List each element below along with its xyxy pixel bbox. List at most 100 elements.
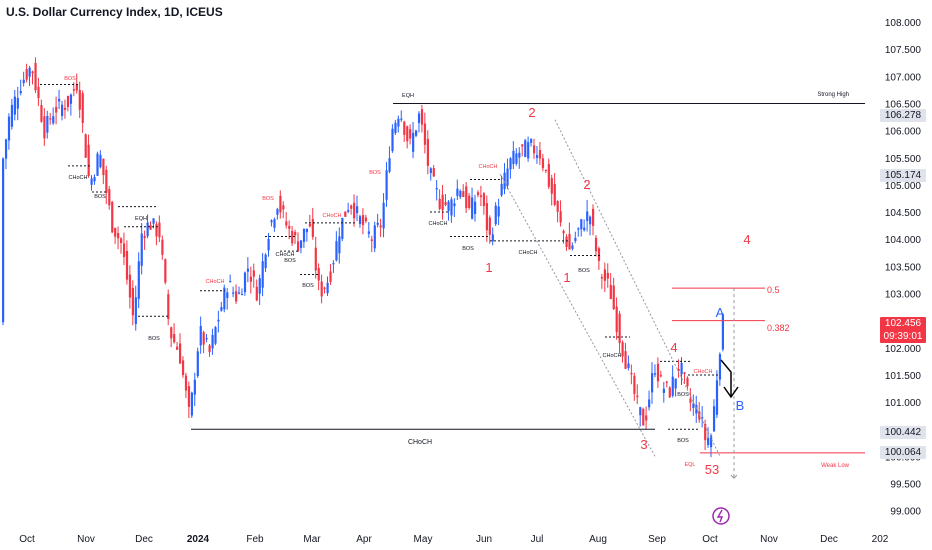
candle-body [22,79,25,84]
candle-body [600,277,604,279]
wave-label: 4 [670,340,677,355]
candle-body [659,375,663,377]
candle-body [692,403,695,408]
structure-label: CHoCH [69,175,88,181]
fib-label-0.5: 0.5 [767,285,780,295]
candle-body [462,191,465,197]
y-tick-label: 106.500 [885,99,922,110]
structure-label: BOS [262,196,274,202]
candle-body [630,373,633,375]
candle-body [323,287,326,289]
candle-body [701,417,704,419]
x-tick-label: Mar [303,534,321,545]
candle-body [680,362,683,375]
candle-body [81,93,84,123]
candle-body [417,113,421,123]
candle-body [373,225,376,249]
x-tick-label: 2024 [187,534,210,545]
candle-body [432,168,435,177]
candle-body [409,129,412,139]
candle-body [615,306,618,333]
candle-body [19,91,22,94]
candle-body [397,118,400,127]
candle-body [102,158,105,176]
candle-body [394,122,397,134]
candle-body [164,259,167,283]
x-tick-label: Dec [820,534,838,545]
candle-body [302,228,306,242]
candle-body [683,372,686,374]
candle-body [668,387,671,398]
candle-body [28,67,31,77]
candle-body [199,326,202,346]
price-tag: 100.064 [880,446,926,460]
candle-body [642,408,645,426]
projection-arrow [720,359,732,396]
candle-body [426,138,429,166]
candle-body [196,351,199,377]
candle-body [258,278,261,294]
candle-body [603,269,606,281]
candle-body [13,96,16,115]
candle-body [648,399,651,408]
candle-body [187,386,191,407]
structure-label: CHoCH [603,353,622,359]
candle-body [512,150,515,165]
candle-body [568,233,571,250]
price-tag: 106.278 [880,109,926,122]
candle-body [125,250,129,280]
candle-body [7,116,11,141]
candle-body [494,205,497,225]
candle-body [16,98,19,109]
candle-body [285,221,288,226]
candle-body [633,375,636,394]
channel-upper [554,119,721,457]
candle-body [69,94,73,104]
y-tick-label: 99.000 [890,507,921,518]
candle-body [43,116,46,139]
candle-body [181,360,185,376]
current-price-value: 102.456 [884,317,922,329]
candle-body [689,398,692,403]
x-tick-label: May [414,534,433,545]
candle-body [444,202,447,205]
candle-body [506,168,509,186]
candle-body [704,424,707,441]
y-tick-label: 103.000 [885,290,922,301]
structure-label: BOS [302,283,314,289]
candle-body [583,227,586,231]
candle-body [698,411,701,420]
candle-body [627,363,630,368]
candle-body [282,205,285,210]
y-tick-label: 101.500 [885,371,922,382]
candle-body [485,203,488,231]
candle-body [435,188,438,190]
candle-body [87,144,90,177]
y-tick-label: 102.000 [885,344,922,355]
candle-body [364,217,368,222]
candle-body [521,144,524,147]
candle-body [114,227,117,237]
candle-body [509,158,512,170]
candle-body [382,202,385,229]
candle-body [353,202,356,219]
candle-body [190,392,193,416]
candle-body [361,215,365,226]
candle-body [49,118,52,120]
candle-body [468,195,471,208]
candle-body [535,155,539,158]
y-tick-label: 101.000 [885,398,922,409]
x-tick-label: Aug [589,534,607,545]
candle-body [93,177,96,182]
structure-label: BOS [369,170,381,176]
structure-label: BOS [677,438,689,444]
candle-body [639,407,642,416]
candle-body [140,233,143,266]
y-tick-label: 103.500 [885,262,922,273]
candle-body [134,297,137,324]
candle-body [243,272,247,293]
candle-body [170,327,173,339]
candle-body [235,291,238,302]
